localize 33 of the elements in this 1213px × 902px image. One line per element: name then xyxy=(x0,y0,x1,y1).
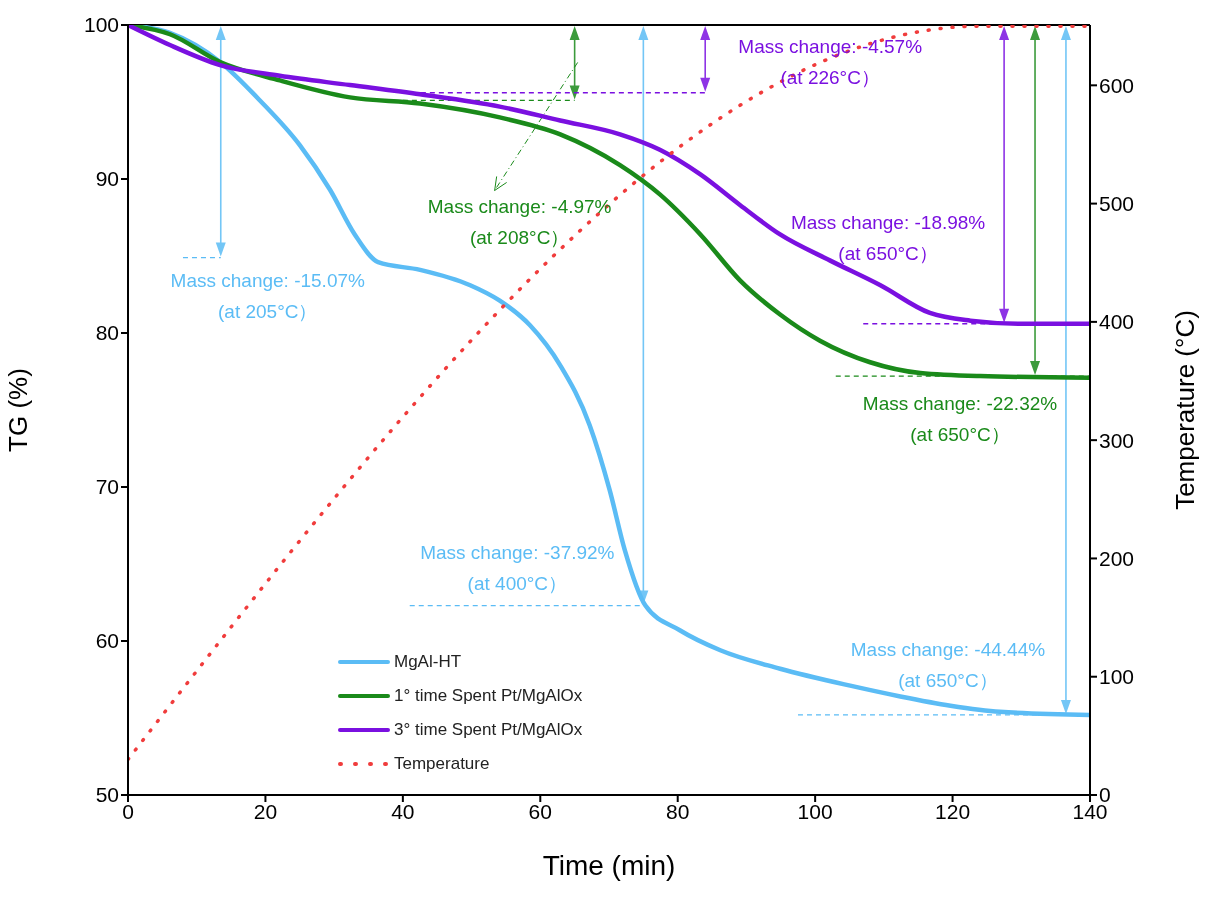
annotation: Mass change: -4.57% (at 226°C） xyxy=(738,35,923,88)
y2-tick-label: 300 xyxy=(1099,428,1135,452)
annotation: Mass change: -4.97% (at 208°C） xyxy=(427,196,612,249)
legend-label: MgAl-HT xyxy=(394,652,462,672)
annotation: Mass change: -44.44% (at 650°C） xyxy=(850,638,1046,691)
y2-axis-title: Temperature (°C) xyxy=(1170,310,1201,510)
y2-tick-label: 400 xyxy=(1099,310,1135,334)
x-tick-label: 60 xyxy=(528,799,552,823)
x-tick-label: 120 xyxy=(935,799,971,823)
y-tick-label: 50 xyxy=(95,783,119,807)
y2-tick-label: 100 xyxy=(1099,665,1135,689)
x-tick-label: 80 xyxy=(666,799,690,823)
y-axis-title: TG (%) xyxy=(3,368,34,452)
x-tick-label: 20 xyxy=(253,799,278,823)
y-tick-label: 60 xyxy=(95,629,119,653)
x-tick-label: 100 xyxy=(797,799,833,823)
legend-label: Temperature xyxy=(394,754,490,774)
y-tick-label: 70 xyxy=(95,475,119,499)
legend-label: 3° time Spent Pt/MgAlOx xyxy=(394,720,583,740)
annotation: Mass change: -37.92% (at 400°C） xyxy=(420,541,615,594)
annotation: Mass change: -15.07% (at 205°C） xyxy=(170,269,366,322)
y-tick-label: 90 xyxy=(95,167,119,191)
y-tick-label: 80 xyxy=(95,321,119,345)
x-tick-label: 0 xyxy=(122,799,134,823)
legend-label: 1° time Spent Pt/MgAlOx xyxy=(394,686,583,706)
y-tick-label: 100 xyxy=(83,13,119,37)
y2-tick-label: 500 xyxy=(1099,192,1135,216)
x-tick-label: 40 xyxy=(391,799,415,823)
annotation: Mass change: -18.98% (at 650°C） xyxy=(790,211,986,264)
annotation: Mass change: -22.32% (at 650°C） xyxy=(862,393,1058,446)
y2-tick-label: 200 xyxy=(1099,546,1135,570)
y2-tick-label: 600 xyxy=(1099,73,1135,97)
x-axis-title: Time (min) xyxy=(542,850,676,881)
